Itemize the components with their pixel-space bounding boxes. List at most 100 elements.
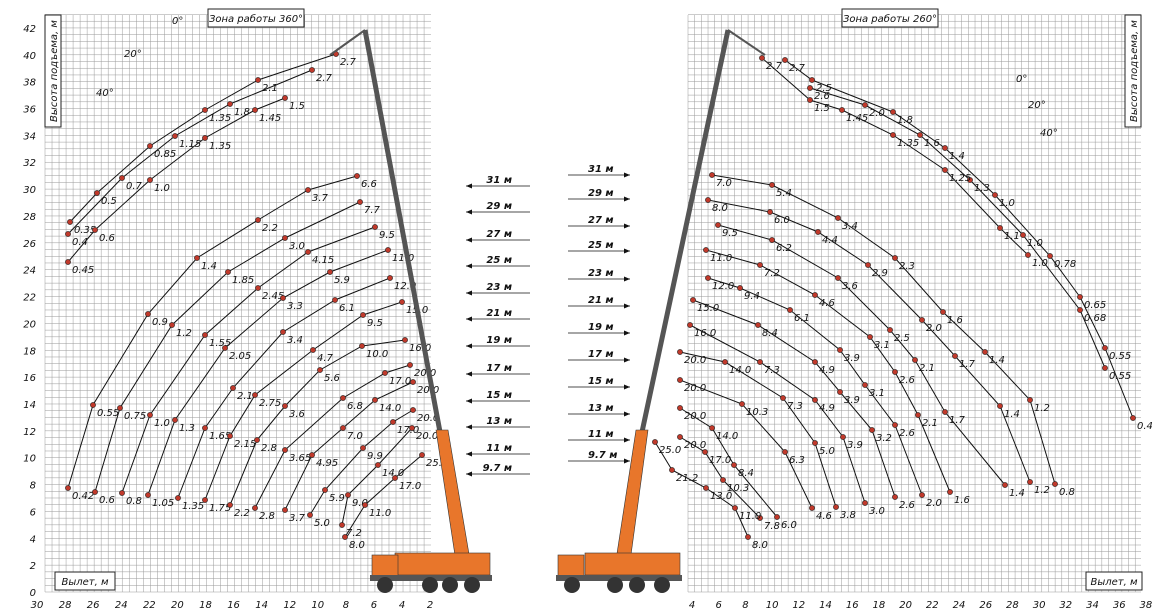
load-point xyxy=(940,309,946,315)
y-tick-label: 42 xyxy=(23,24,36,35)
arrow-head xyxy=(466,183,472,189)
load-label: 1.0 xyxy=(999,198,1015,209)
load-label: 0.78 xyxy=(1054,259,1076,270)
x-tick-label: 16 xyxy=(846,600,859,611)
load-label: 10.0 xyxy=(366,349,388,360)
load-point xyxy=(255,217,261,223)
load-point xyxy=(837,389,843,395)
load-point xyxy=(117,405,123,411)
y-tick-label: 30 xyxy=(23,185,36,196)
load-point xyxy=(755,322,761,328)
load-point xyxy=(919,317,925,323)
load-point xyxy=(722,359,728,365)
load-label: 0.5 xyxy=(101,196,117,207)
load-label: 6.3 xyxy=(789,455,805,466)
load-point xyxy=(1020,232,1026,238)
load-point xyxy=(757,515,763,521)
load-point xyxy=(1027,479,1033,485)
boom-lattice xyxy=(639,29,731,433)
boom-length: 23 м xyxy=(588,268,614,279)
load-label: 9.0 xyxy=(352,498,368,509)
load-label: 1.35 xyxy=(182,501,204,512)
load-point xyxy=(282,447,288,453)
load-point xyxy=(669,467,675,473)
x-tick-label: 12 xyxy=(792,600,805,611)
load-point xyxy=(227,502,233,508)
boom-length: 17 м xyxy=(588,349,614,360)
load-label: 3.6 xyxy=(842,281,858,292)
arrow-head xyxy=(624,303,630,309)
load-label: 6.2 xyxy=(776,243,792,254)
load-point xyxy=(677,434,683,440)
load-label: 3.9 xyxy=(844,395,860,406)
x-tick-label: 18 xyxy=(873,600,886,611)
load-label: 2.7 xyxy=(766,61,783,72)
load-point xyxy=(65,231,71,237)
arrow-head xyxy=(624,437,630,443)
x-tick-label: 4 xyxy=(399,600,405,611)
load-label: 1.8 xyxy=(897,115,913,126)
load-point xyxy=(732,505,738,511)
load-curve xyxy=(711,174,1056,485)
y-tick-label: 6 xyxy=(30,507,36,518)
wheel xyxy=(422,577,438,593)
load-point xyxy=(731,462,737,468)
x-tick-label: 24 xyxy=(953,600,966,611)
load-label: 17.0 xyxy=(709,455,731,466)
load-label: 14.0 xyxy=(382,468,404,479)
load-point xyxy=(309,452,315,458)
boom-lattice xyxy=(362,29,443,433)
load-point xyxy=(399,299,405,305)
boom-length: 27 м xyxy=(588,215,614,226)
load-label: 1.0 xyxy=(1032,258,1048,269)
load-label: 0.45 xyxy=(72,265,94,276)
load-label: 1.0 xyxy=(154,418,170,429)
boom-length: 15 м xyxy=(486,390,512,401)
y-tick-label: 24 xyxy=(23,266,36,277)
load-point xyxy=(92,489,98,495)
jib xyxy=(727,29,766,56)
load-label: 6.8 xyxy=(347,401,363,412)
load-point xyxy=(387,275,393,281)
load-label: 5.9 xyxy=(329,493,345,504)
load-label: 3.4 xyxy=(842,221,858,232)
angle-label: 40° xyxy=(1040,128,1058,139)
x-tick-label: 8 xyxy=(742,600,748,611)
y-tick-label: 36 xyxy=(23,105,36,116)
left-crane xyxy=(329,29,492,593)
load-point xyxy=(769,182,775,188)
load-label: 1.4 xyxy=(1009,488,1025,499)
load-label: 1.35 xyxy=(209,113,231,124)
load-point xyxy=(372,397,378,403)
load-label: 2.8 xyxy=(259,511,275,522)
boom-length: 25 м xyxy=(588,240,614,251)
y-tick-label: 12 xyxy=(23,427,36,438)
load-point xyxy=(759,55,765,61)
arrow-head xyxy=(624,357,630,363)
load-label: 3.1 xyxy=(869,388,885,399)
chassis xyxy=(556,575,682,581)
boom-length: 27 м xyxy=(486,229,512,240)
load-point xyxy=(757,262,763,268)
load-label: 1.35 xyxy=(897,138,919,149)
load-point xyxy=(812,359,818,365)
load-point xyxy=(839,107,845,113)
load-point xyxy=(915,412,921,418)
load-curve xyxy=(679,351,837,508)
load-curve xyxy=(679,407,778,518)
load-point xyxy=(745,534,751,540)
load-label: 3.9 xyxy=(847,440,863,451)
load-point xyxy=(782,449,788,455)
wheel xyxy=(564,577,580,593)
arrow-head xyxy=(624,458,630,464)
load-point xyxy=(317,367,323,373)
load-label: 2.6 xyxy=(814,91,830,102)
load-point xyxy=(357,199,363,205)
load-point xyxy=(392,475,398,481)
load-curve xyxy=(707,199,1031,483)
load-point xyxy=(282,95,288,101)
load-point xyxy=(280,295,286,301)
load-label: 2.7 xyxy=(340,57,357,68)
load-point xyxy=(1047,253,1053,259)
load-label: 4.9 xyxy=(819,365,835,376)
